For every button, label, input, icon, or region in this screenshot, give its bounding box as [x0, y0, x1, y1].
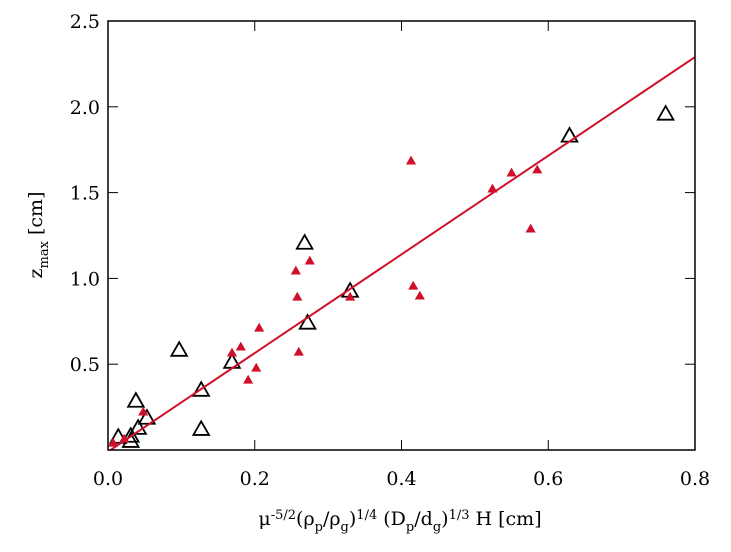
point	[108, 427, 128, 444]
point	[243, 374, 254, 384]
point	[251, 362, 262, 372]
point	[414, 290, 425, 300]
label-part: g	[433, 520, 441, 535]
point	[290, 265, 301, 275]
point	[405, 155, 417, 165]
point	[525, 223, 536, 233]
y-tick-label: 0.5	[70, 354, 100, 376]
x-tick-label: 0.2	[240, 468, 270, 490]
point	[126, 391, 146, 408]
point	[506, 167, 517, 177]
x-tick-label: 0.6	[533, 468, 563, 490]
point	[137, 408, 157, 425]
x-axis-label: μ-5/2​(ρp​/ρg​)1/4​ (Dp​/dg​)1/3​ H [cm]	[258, 508, 541, 535]
point	[295, 233, 314, 250]
point	[235, 341, 246, 351]
point	[191, 380, 211, 397]
point	[560, 126, 579, 143]
label-part: /d	[414, 508, 433, 530]
y-tick-label: 1.0	[70, 268, 100, 290]
point	[254, 322, 265, 332]
y-axis-label: zmax​ [cm]	[25, 192, 52, 279]
point	[345, 291, 356, 301]
point	[169, 340, 189, 357]
label-part: μ	[258, 508, 270, 530]
label-part: )	[349, 508, 356, 530]
point	[226, 347, 238, 357]
label-part: 1/3	[449, 508, 470, 523]
y-tick-label: 2.5	[70, 11, 100, 33]
plot-frame	[107, 20, 696, 451]
point	[191, 419, 211, 436]
y-tick-label: 1.5	[70, 183, 100, 205]
label-part: g	[341, 520, 349, 535]
label-part: p	[315, 520, 323, 535]
point	[408, 280, 419, 290]
plot-area	[108, 56, 695, 450]
label-part: z	[25, 268, 47, 278]
x-tick-label: 0.4	[386, 468, 416, 490]
y-tick-label: 2.0	[70, 97, 100, 119]
point	[298, 313, 317, 330]
label-part: p	[406, 520, 414, 535]
label-part: )	[441, 508, 448, 530]
label-part: (D	[377, 508, 406, 530]
point	[656, 104, 676, 121]
x-tick-label: 0.0	[93, 468, 123, 490]
point	[293, 346, 304, 356]
point	[138, 406, 149, 416]
point	[304, 255, 315, 265]
label-part: (ρ	[296, 508, 315, 530]
label-part: H [cm]	[469, 508, 541, 530]
point	[532, 164, 543, 174]
label-part: [cm]	[25, 192, 47, 242]
point	[487, 183, 498, 193]
point	[292, 291, 303, 301]
label-part: 1/4	[356, 508, 377, 523]
point	[128, 418, 148, 435]
label-part: -5/2	[271, 508, 296, 523]
fit-line	[108, 56, 695, 450]
label-part: max	[37, 240, 52, 268]
point	[108, 437, 119, 447]
x-tick-label: 0.8	[680, 468, 710, 490]
label-part: /ρ	[323, 508, 341, 530]
